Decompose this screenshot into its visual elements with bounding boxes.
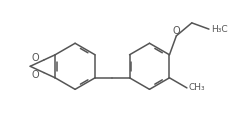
Text: O: O bbox=[32, 53, 40, 63]
Text: O: O bbox=[32, 70, 40, 80]
Text: H₃C: H₃C bbox=[210, 25, 226, 34]
Text: CH₃: CH₃ bbox=[188, 83, 205, 92]
Text: O: O bbox=[172, 26, 179, 36]
